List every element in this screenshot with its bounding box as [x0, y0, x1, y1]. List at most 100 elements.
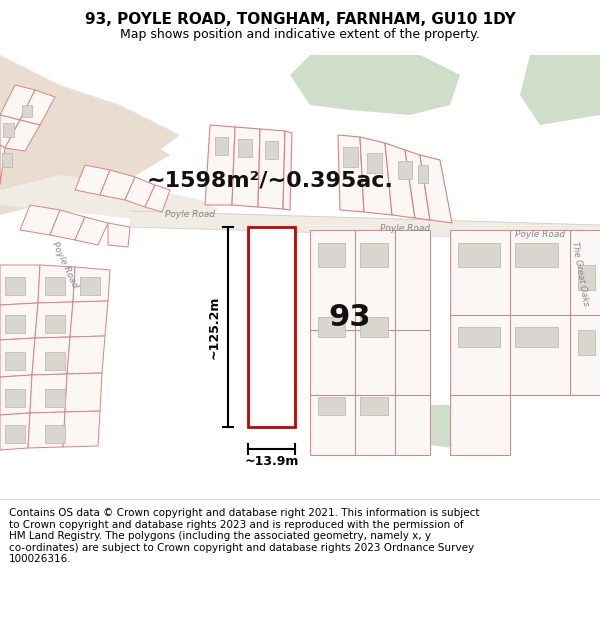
Text: 93, POYLE ROAD, TONGHAM, FARNHAM, GU10 1DY: 93, POYLE ROAD, TONGHAM, FARNHAM, GU10 1…	[85, 12, 515, 27]
Polygon shape	[343, 147, 358, 167]
Polygon shape	[458, 243, 500, 267]
Polygon shape	[578, 330, 595, 355]
Polygon shape	[45, 389, 65, 407]
Polygon shape	[0, 55, 60, 135]
Polygon shape	[355, 330, 395, 395]
Polygon shape	[108, 223, 130, 247]
Polygon shape	[318, 243, 345, 267]
Polygon shape	[3, 123, 14, 137]
Polygon shape	[5, 425, 25, 443]
Text: Poyle Road: Poyle Road	[515, 230, 565, 239]
Polygon shape	[65, 373, 102, 412]
Polygon shape	[0, 85, 35, 120]
Polygon shape	[0, 145, 5, 185]
Polygon shape	[0, 303, 38, 340]
Polygon shape	[20, 205, 60, 235]
Polygon shape	[367, 153, 382, 173]
Polygon shape	[578, 265, 595, 290]
Polygon shape	[232, 127, 260, 207]
Polygon shape	[310, 395, 355, 455]
Polygon shape	[265, 141, 278, 159]
Polygon shape	[45, 315, 65, 333]
Polygon shape	[418, 165, 428, 183]
Polygon shape	[355, 230, 395, 330]
Polygon shape	[63, 411, 100, 447]
Polygon shape	[22, 105, 32, 117]
Polygon shape	[5, 315, 25, 333]
Polygon shape	[45, 277, 65, 295]
Polygon shape	[5, 352, 25, 370]
Polygon shape	[258, 129, 285, 209]
Polygon shape	[0, 175, 220, 225]
Polygon shape	[450, 395, 510, 455]
Polygon shape	[5, 120, 40, 151]
Polygon shape	[338, 135, 364, 212]
Polygon shape	[75, 217, 108, 245]
Polygon shape	[130, 210, 600, 240]
Polygon shape	[248, 227, 295, 427]
Polygon shape	[20, 90, 55, 125]
Polygon shape	[32, 337, 70, 375]
Polygon shape	[45, 352, 65, 370]
Polygon shape	[45, 425, 65, 443]
Polygon shape	[75, 165, 110, 195]
Polygon shape	[405, 150, 430, 220]
Polygon shape	[30, 374, 67, 413]
Polygon shape	[290, 55, 460, 115]
Polygon shape	[5, 277, 25, 295]
Polygon shape	[570, 230, 600, 315]
Polygon shape	[2, 153, 12, 167]
Polygon shape	[430, 405, 500, 450]
Polygon shape	[360, 137, 392, 215]
Polygon shape	[0, 55, 170, 215]
Polygon shape	[35, 302, 73, 338]
Polygon shape	[100, 170, 135, 200]
Text: ~1598m²/~0.395ac.: ~1598m²/~0.395ac.	[146, 170, 394, 190]
Polygon shape	[355, 395, 395, 455]
Polygon shape	[520, 55, 600, 125]
Polygon shape	[420, 155, 452, 223]
Polygon shape	[145, 185, 170, 212]
Polygon shape	[125, 177, 155, 207]
Polygon shape	[283, 131, 292, 210]
Polygon shape	[0, 375, 32, 415]
Polygon shape	[0, 413, 30, 450]
Polygon shape	[385, 143, 415, 218]
Polygon shape	[0, 338, 35, 377]
Polygon shape	[318, 397, 345, 415]
Polygon shape	[38, 265, 75, 303]
Polygon shape	[318, 317, 345, 337]
Text: ~13.9m: ~13.9m	[244, 455, 299, 468]
Polygon shape	[360, 243, 388, 267]
Polygon shape	[458, 327, 500, 347]
Polygon shape	[395, 395, 430, 455]
Polygon shape	[70, 301, 108, 337]
Polygon shape	[515, 327, 558, 347]
Text: 93: 93	[329, 302, 371, 331]
Polygon shape	[205, 125, 235, 205]
Polygon shape	[395, 230, 430, 330]
Polygon shape	[67, 336, 105, 374]
Polygon shape	[360, 397, 388, 415]
Polygon shape	[450, 230, 510, 315]
Text: Poyle Road: Poyle Road	[165, 210, 215, 219]
Text: Map shows position and indicative extent of the property.: Map shows position and indicative extent…	[120, 28, 480, 41]
Polygon shape	[80, 277, 100, 295]
Polygon shape	[215, 137, 228, 155]
Polygon shape	[0, 55, 180, 195]
Polygon shape	[73, 267, 110, 302]
Polygon shape	[510, 315, 570, 395]
Polygon shape	[395, 330, 430, 395]
Polygon shape	[0, 115, 20, 148]
Polygon shape	[510, 230, 570, 315]
Text: Poyle Road: Poyle Road	[380, 224, 430, 233]
Polygon shape	[450, 315, 510, 395]
Text: Contains OS data © Crown copyright and database right 2021. This information is : Contains OS data © Crown copyright and d…	[9, 508, 479, 564]
Polygon shape	[5, 389, 25, 407]
Polygon shape	[28, 412, 65, 448]
Polygon shape	[360, 317, 388, 337]
Polygon shape	[570, 315, 600, 395]
Polygon shape	[0, 265, 40, 305]
Polygon shape	[238, 139, 252, 157]
Text: The Great Oaks: The Great Oaks	[570, 241, 590, 307]
